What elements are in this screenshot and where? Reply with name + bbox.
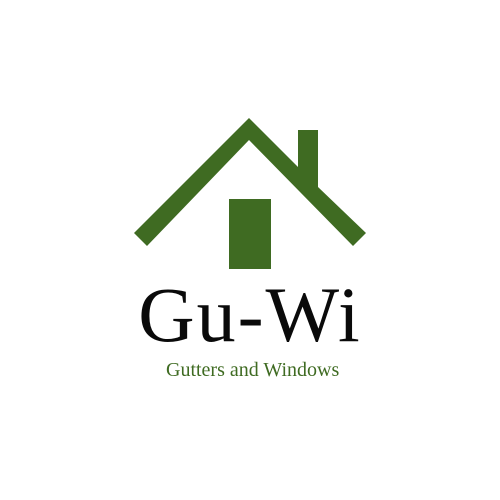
roof	[134, 118, 366, 246]
tagline: Gutters and Windows	[166, 359, 340, 381]
door	[229, 199, 271, 269]
brand-name: Gu-Wi	[138, 271, 362, 358]
